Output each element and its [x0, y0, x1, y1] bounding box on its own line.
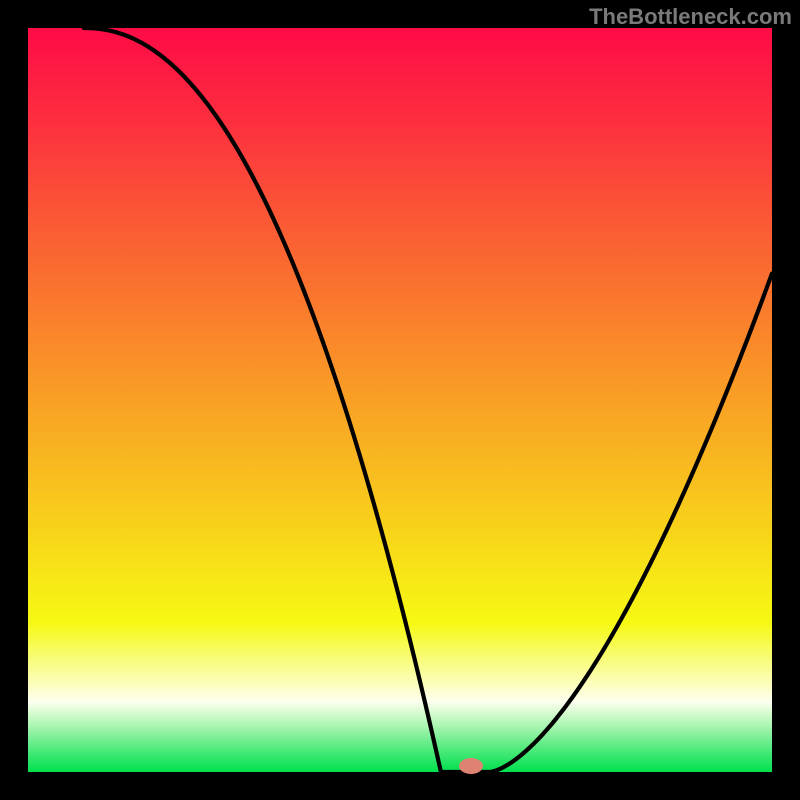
optimal-point-marker [459, 758, 483, 774]
plot-area [28, 28, 772, 772]
watermark-text: TheBottleneck.com [589, 4, 792, 30]
bottleneck-curve [28, 28, 772, 772]
